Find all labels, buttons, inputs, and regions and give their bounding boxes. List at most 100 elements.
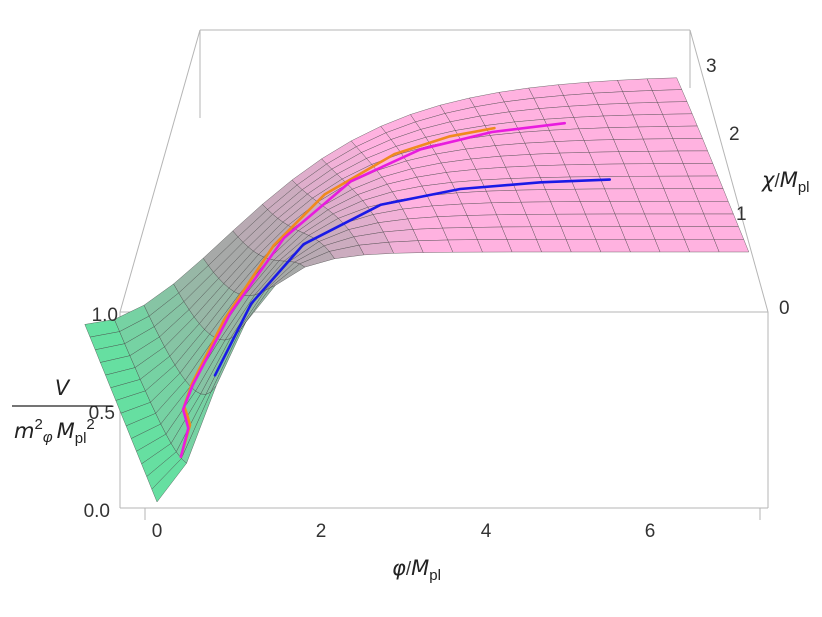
- surface-patch: [608, 126, 644, 140]
- surface-patch: [662, 113, 698, 127]
- surface-patch: [461, 202, 497, 216]
- surface-patch: [658, 175, 694, 189]
- surface-patch: [578, 127, 615, 141]
- phi-axis-unit-sub: pl: [429, 567, 441, 584]
- phi-axis-var: φ: [392, 556, 406, 580]
- surface-patch: [559, 152, 595, 166]
- surface-patch: [520, 201, 557, 215]
- phi-tick-label: 6: [645, 521, 656, 542]
- surface-patch: [475, 166, 512, 181]
- surface-patch: [648, 150, 684, 164]
- surface-patch: [545, 188, 581, 203]
- surface-patch: [663, 188, 699, 202]
- surface-patch: [536, 239, 572, 253]
- surface-patch: [617, 78, 653, 92]
- surface-patch: [573, 115, 609, 130]
- surface-patch: [477, 239, 513, 253]
- chi-tick-label: 0: [779, 298, 790, 319]
- potential-surface: [84, 77, 750, 503]
- surface-patch: [628, 175, 665, 190]
- trajectories: [179, 121, 612, 459]
- v-axis-numerator: V: [55, 376, 71, 400]
- surface-patch: [550, 201, 586, 215]
- surface-patch: [703, 213, 739, 227]
- phi-tick-label: 2: [316, 521, 327, 542]
- surface-patch: [597, 103, 634, 117]
- surface-patch: [519, 130, 555, 144]
- surface-patch: [471, 226, 508, 240]
- surface-patch: [531, 226, 567, 240]
- surface-patch: [568, 104, 604, 118]
- chi-axis-unit: M: [780, 168, 798, 192]
- surface-patch: [713, 239, 750, 253]
- surface-patch: [687, 175, 724, 189]
- surface-patch: [588, 151, 625, 165]
- v-axis-label: V m2φ Mpl2: [12, 376, 112, 447]
- surface-patch: [534, 164, 571, 178]
- v-tick-label: 1.0: [92, 305, 118, 326]
- surface-patch: [637, 126, 674, 140]
- surface-patch: [494, 142, 531, 157]
- v-tick-label: 0.0: [84, 501, 110, 522]
- chi-tick-label: 1: [736, 204, 747, 225]
- surface-patch: [632, 114, 669, 128]
- surface-patch: [485, 189, 522, 204]
- surface-patch: [583, 139, 620, 153]
- surface-patch: [466, 214, 503, 228]
- chi-axis-ticks: 0 1 2 3: [706, 56, 790, 319]
- surface-patch: [496, 214, 532, 228]
- chi-axis-var: χ: [761, 168, 776, 192]
- phi-axis-ticks: 0 2 4 6: [152, 521, 656, 542]
- surface-patch: [456, 190, 492, 205]
- surface-patch: [609, 201, 645, 215]
- surface-patch: [412, 227, 449, 241]
- phi-tick-label: 0: [152, 521, 163, 542]
- chi-tick-label: 2: [729, 124, 740, 145]
- surface-patch: [644, 213, 680, 227]
- surface-patch: [525, 213, 562, 228]
- surface-patch: [654, 239, 691, 253]
- surface-patch: [501, 226, 537, 240]
- surface-patch: [623, 163, 660, 177]
- surface-patch: [529, 152, 566, 167]
- surface-patch: [624, 239, 661, 253]
- surface-patch: [668, 201, 705, 215]
- surface-patch: [431, 203, 468, 217]
- v-tick-label: 0.5: [89, 403, 115, 424]
- surface-patch: [574, 188, 611, 202]
- chi-tick-label: 3: [706, 56, 717, 77]
- svg-text:φ/Mpl: φ/Mpl: [392, 556, 441, 584]
- surface-patch: [613, 138, 649, 152]
- surface-patch: [579, 201, 616, 215]
- surface-patch: [407, 216, 443, 230]
- surface-patch: [585, 213, 621, 227]
- surface-patch: [672, 138, 708, 152]
- phi-tick-label: 4: [481, 521, 492, 542]
- surface-patch: [678, 226, 715, 240]
- trajectory-line: [179, 121, 566, 459]
- surface-patch: [627, 102, 663, 116]
- surface-patch: [599, 176, 635, 190]
- surface-patch: [437, 215, 473, 229]
- surface-patch: [603, 114, 639, 128]
- surface-patch: [383, 229, 419, 243]
- trajectory-line: [179, 126, 496, 459]
- surface-patch: [708, 226, 745, 240]
- v-axis-ticks: 0.0 0.5 1.0: [84, 305, 118, 522]
- surface-patch: [698, 201, 734, 215]
- surface-patch: [590, 226, 626, 240]
- surface-patch: [682, 163, 719, 177]
- surface-patch: [677, 150, 714, 164]
- plot-box-front: [144, 507, 761, 520]
- surface-patch: [563, 92, 599, 107]
- chi-axis-label: χ/Mpl: [761, 168, 810, 196]
- surface-patch: [506, 239, 543, 253]
- surface-patch: [554, 140, 590, 154]
- surface-patch: [684, 239, 720, 253]
- surface-patch: [595, 239, 631, 253]
- surface-patch: [653, 163, 689, 177]
- surface-patch: [587, 80, 624, 94]
- surface-patch: [622, 90, 658, 104]
